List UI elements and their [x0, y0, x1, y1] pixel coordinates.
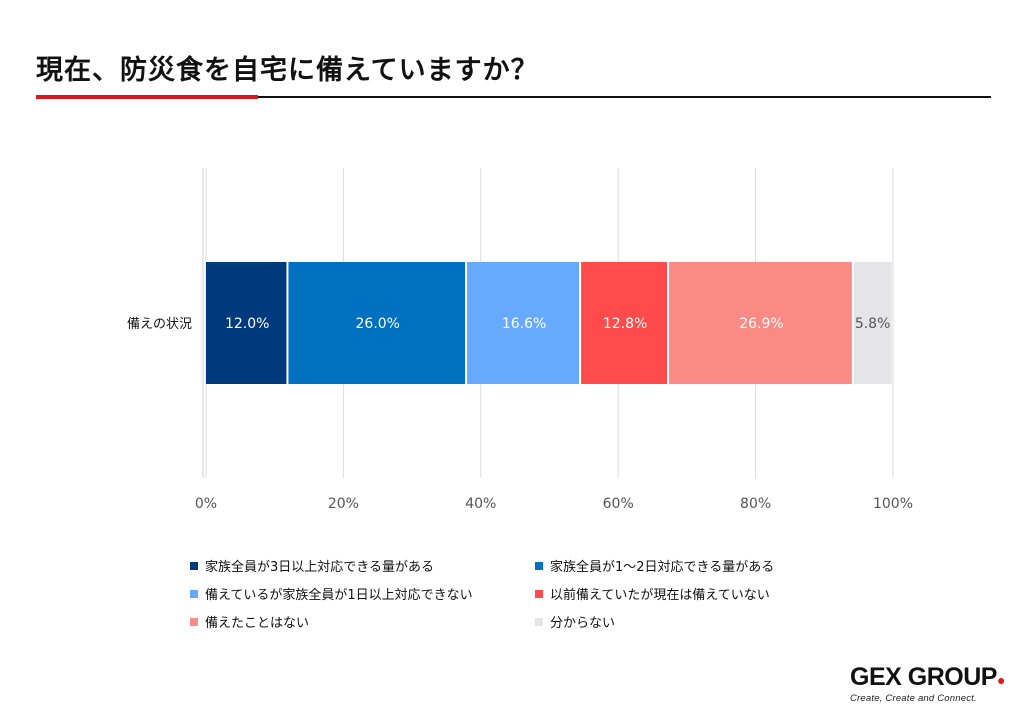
bar-segment — [206, 262, 287, 384]
data-label: 12.8% — [603, 316, 647, 332]
category-label: 備えの状況 — [127, 316, 192, 332]
logo-text-group: GROUP — [907, 663, 998, 691]
legend-label: 備えたことはない — [205, 616, 310, 631]
x-tick-label: 100% — [873, 496, 913, 512]
page-title: 現在、防災食を自宅に備えていますか？ — [36, 55, 539, 86]
legend-swatch — [535, 561, 543, 570]
data-label: 12.0% — [225, 316, 269, 332]
legend-item: 備えたことはない — [190, 612, 535, 631]
logo-dot-icon: ● — [996, 672, 1005, 688]
legend-item: 分からない — [535, 612, 850, 631]
legend-item: 以前備えていたが現在は備えていない — [535, 584, 850, 603]
legend-label: 以前備えていたが現在は備えていない — [550, 588, 770, 603]
legend-label: 備えているが家族全員が1日以上対応できない — [205, 588, 473, 603]
data-label: 26.0% — [356, 316, 400, 332]
legend-swatch — [535, 589, 543, 598]
gex-group-logo: GEX GROUP● Create, Create and Connect. — [850, 663, 1005, 704]
legend-label: 家族全員が3日以上対応できる量がある — [205, 560, 435, 575]
legend-item: 家族全員が3日以上対応できる量がある — [190, 556, 535, 575]
chart-legend: 家族全員が3日以上対応できる量がある 家族全員が1～2日対応できる量がある備えてい… — [190, 556, 850, 631]
logo-tagline: Create, Create and Connect. — [850, 693, 977, 704]
x-tick-label: 60% — [603, 496, 634, 512]
legend-label: 家族全員が1～2日対応できる量がある — [550, 560, 775, 575]
x-tick-label: 0% — [195, 496, 217, 512]
legend-item: 家族全員が1～2日対応できる量がある — [535, 556, 850, 575]
logo-text-gex: GEX — [850, 663, 902, 691]
bar-segment — [467, 262, 580, 384]
data-label: 16.6% — [502, 316, 546, 332]
x-tick-label: 40% — [465, 496, 496, 512]
bar-segment — [853, 262, 892, 384]
x-tick-label: 80% — [740, 496, 771, 512]
title-underline — [36, 96, 991, 98]
bar-segment — [288, 262, 466, 384]
legend-item: 備えているが家族全員が1日以上対応できない — [190, 584, 535, 603]
bar-segment — [669, 262, 852, 384]
title-accent-bar — [36, 95, 258, 99]
legend-swatch — [190, 561, 198, 570]
data-label: 26.9% — [739, 316, 783, 332]
data-label: 5.8% — [855, 316, 891, 332]
stacked-bar-chart: 0% 20% 40% 60% 80% 100% 備えの状況 12.0% 26.0% 16.6% 12… — [127, 168, 913, 512]
legend-swatch — [190, 617, 198, 626]
legend-label: 分からない — [550, 616, 616, 631]
legend-swatch — [190, 589, 198, 598]
bar-segment — [581, 262, 668, 384]
legend-swatch — [535, 617, 543, 626]
x-tick-label: 20% — [328, 496, 359, 512]
